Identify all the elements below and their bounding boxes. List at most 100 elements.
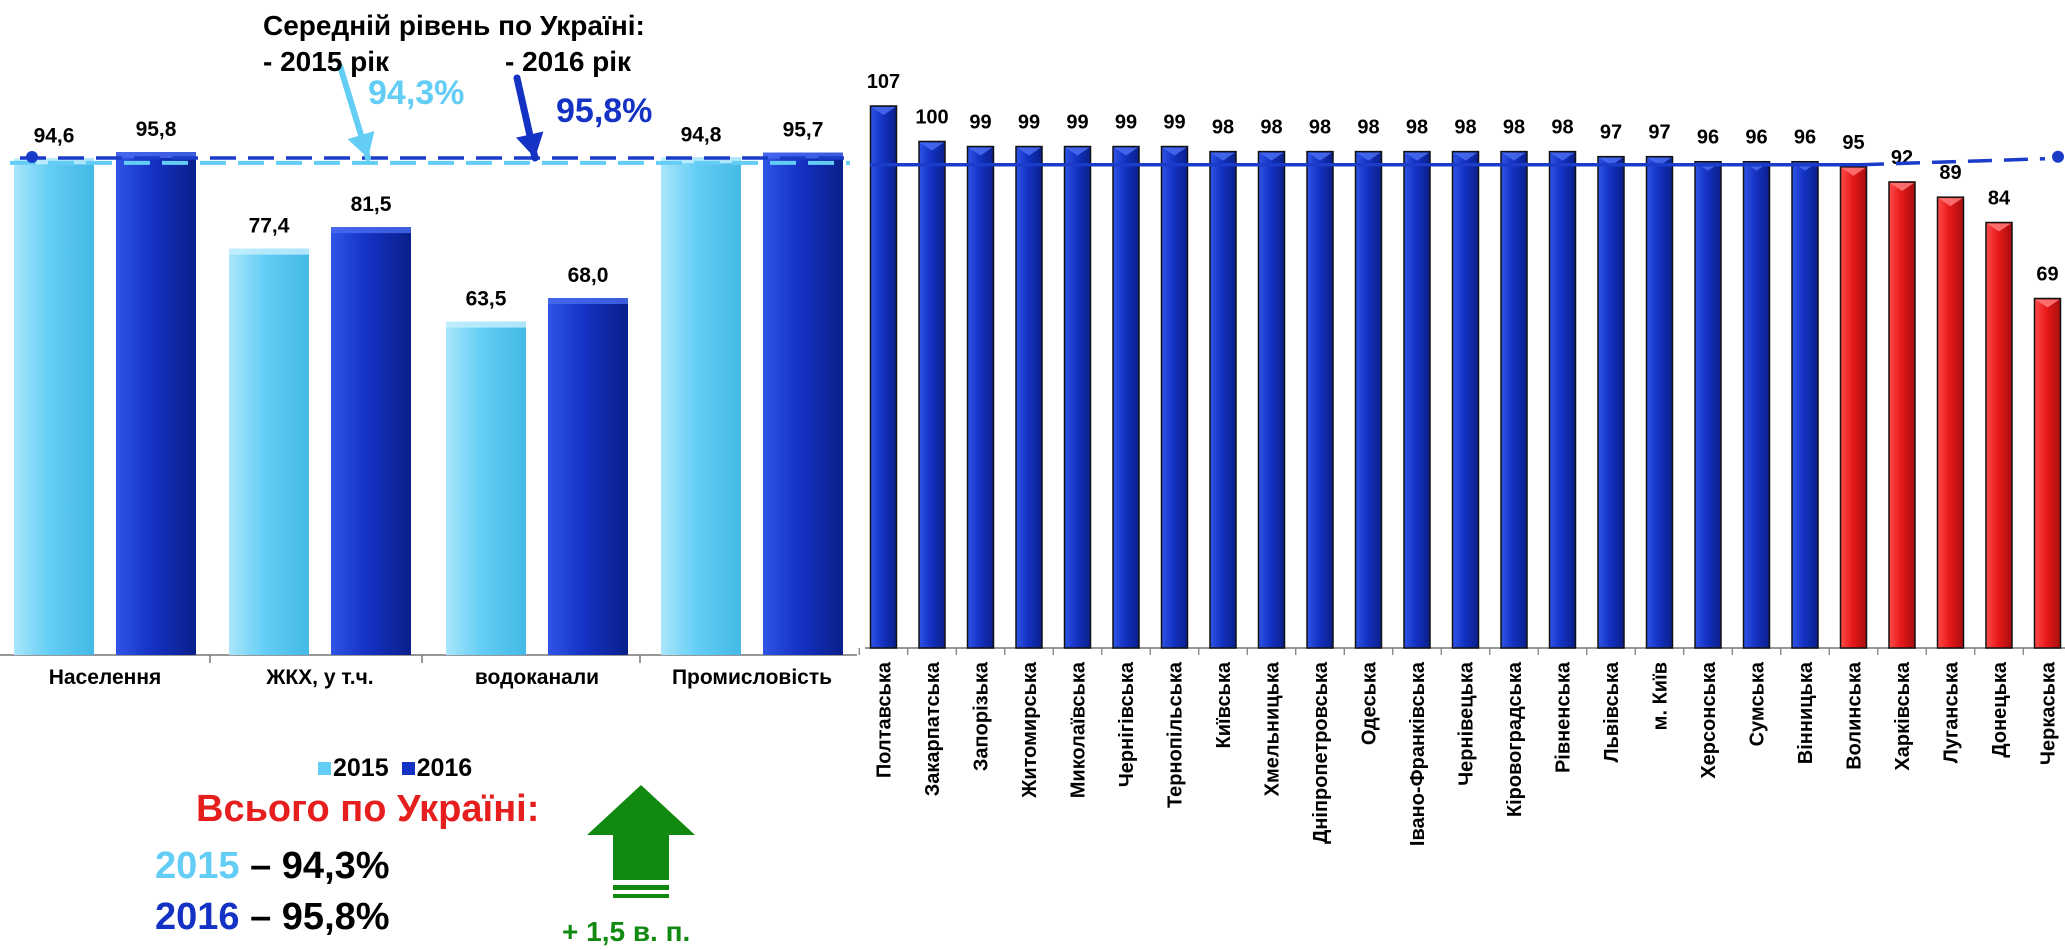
totals-value-2016: – 95,8%: [239, 896, 390, 938]
data-label-region: 95: [1842, 132, 1864, 154]
x-tick-label-region: Полтавська: [874, 661, 896, 778]
change-label: + 1,5 в. п.: [562, 916, 691, 947]
data-label-2015: 63,5: [466, 288, 507, 311]
bar-region-top: [1017, 147, 1041, 156]
bar-region-top: [1308, 152, 1332, 161]
data-label-region: 99: [1018, 112, 1040, 134]
totals-year-2016: 2016: [155, 896, 240, 938]
bar-2015: [661, 157, 741, 656]
x-tick-label-region: Хмельницька: [1262, 661, 1284, 796]
bar-region-top: [1065, 147, 1090, 156]
bar-region: [1257, 150, 1286, 649]
data-label-region: 99: [1115, 112, 1137, 134]
bar-top-highlight: [116, 152, 196, 159]
data-label-region: 98: [1260, 117, 1282, 139]
bar-region: [1742, 160, 1771, 649]
x-tick-label-region: Вінницька: [1795, 661, 1817, 764]
right-average-line-dot: [2052, 150, 2064, 163]
pointer-arrow-2015-head: [347, 130, 375, 158]
x-tick-label-region: Закарпатська: [922, 661, 944, 796]
bar-region: [1306, 150, 1334, 649]
bar-2016: [548, 298, 628, 655]
data-label-2015: 94,6: [34, 124, 75, 147]
data-label-region: 97: [1600, 122, 1622, 144]
growth-arrow-stripe: [613, 885, 669, 890]
bar-2016: [331, 227, 411, 655]
data-label-2016: 81,5: [351, 193, 392, 216]
x-tick-label-region: Одеська: [1359, 661, 1381, 745]
bar-region-top: [871, 107, 896, 115]
totals-value-2015: – 94,3%: [239, 845, 390, 887]
totals-row-2015: 2015 – 94,3%: [155, 845, 390, 888]
data-label-region: 100: [915, 106, 948, 128]
bar-region: [1354, 150, 1383, 649]
data-label-region: 98: [1406, 117, 1428, 139]
data-label-region: 96: [1745, 127, 1767, 149]
x-tick-label-region: м. Київ: [1650, 662, 1672, 730]
data-label-region: 99: [969, 112, 991, 134]
x-tick-label-region: Рівненська: [1553, 661, 1575, 773]
x-tick-label-region: Київська: [1213, 661, 1235, 748]
bar-region: [1112, 145, 1140, 649]
average-year1-label: - 2015 рік: [263, 46, 390, 77]
bar-region: [1694, 160, 1722, 649]
bar-region-top: [1114, 147, 1138, 156]
bar-top-highlight: [661, 157, 741, 164]
x-tick-label: Промисловість: [672, 666, 832, 689]
bar-region: [1548, 150, 1577, 649]
x-tick-label-region: Кіровоградська: [1504, 661, 1526, 817]
data-label-region: 99: [1163, 112, 1185, 134]
data-label-region: 98: [1503, 117, 1525, 139]
bar-region: [1209, 150, 1237, 649]
x-tick-label-region: Дніпропетровська: [1310, 661, 1332, 844]
x-tick-label-region: Волинська: [1844, 661, 1866, 770]
x-tick-label-region: Сумська: [1747, 661, 1769, 746]
bar-top-highlight: [331, 227, 411, 234]
bar-2015: [446, 321, 526, 655]
bar-region: [1063, 145, 1092, 649]
legend-item-2016: 2016: [401, 754, 472, 782]
bar-region-top: [1841, 167, 1866, 176]
bar-region-top: [2035, 299, 2060, 308]
totals-year-2015: 2015: [155, 845, 240, 887]
data-label-region: 98: [1309, 117, 1331, 139]
legend-label-2015: 2015: [333, 754, 389, 782]
average-year1-value: 94,3%: [368, 74, 465, 112]
data-label-region: 92: [1891, 147, 1913, 169]
average-year2-label: - 2016 рік: [505, 46, 632, 77]
bar-region-top: [1987, 223, 2011, 232]
bar-region: [918, 140, 946, 649]
data-label-region: 98: [1454, 117, 1476, 139]
average-year2-value: 95,8%: [556, 92, 653, 130]
x-tick-label-region: Чернівецька: [1456, 661, 1478, 786]
bar-region-top: [1356, 152, 1381, 161]
bar-top-highlight: [446, 321, 526, 328]
x-tick-label-region: Житомирська: [1019, 661, 1041, 799]
x-tick-label-region: Черкаська: [2038, 661, 2060, 765]
x-tick-label-region: Запорізька: [971, 661, 993, 771]
bar-region-top: [1550, 152, 1575, 161]
data-label-2016: 68,0: [568, 264, 609, 287]
bar-region-top: [1647, 157, 1672, 166]
pointer-arrow-2016-head: [516, 131, 544, 158]
bar-region: [1160, 145, 1189, 649]
bar-region: [1015, 145, 1043, 649]
growth-arrow-stripe: [613, 894, 669, 898]
bar-region: [1403, 150, 1431, 649]
x-tick-label-region: Чернігівська: [1116, 661, 1138, 787]
legend-swatch-2016: [401, 762, 415, 775]
data-label-2015: 77,4: [249, 215, 290, 238]
data-label-2016: 95,8: [136, 118, 177, 141]
bar-region-top: [1890, 182, 1914, 191]
data-label-2016: 95,7: [783, 119, 824, 142]
x-tick-label-region: Івано-Франківська: [1407, 661, 1429, 846]
bar-region: [1936, 196, 1965, 649]
bar-region: [1500, 150, 1528, 649]
bar-region: [1451, 150, 1480, 649]
legend: 2015 2016: [318, 754, 478, 783]
bar-region-top: [920, 142, 944, 151]
data-label-region: 98: [1551, 117, 1573, 139]
bar-region: [966, 145, 995, 649]
